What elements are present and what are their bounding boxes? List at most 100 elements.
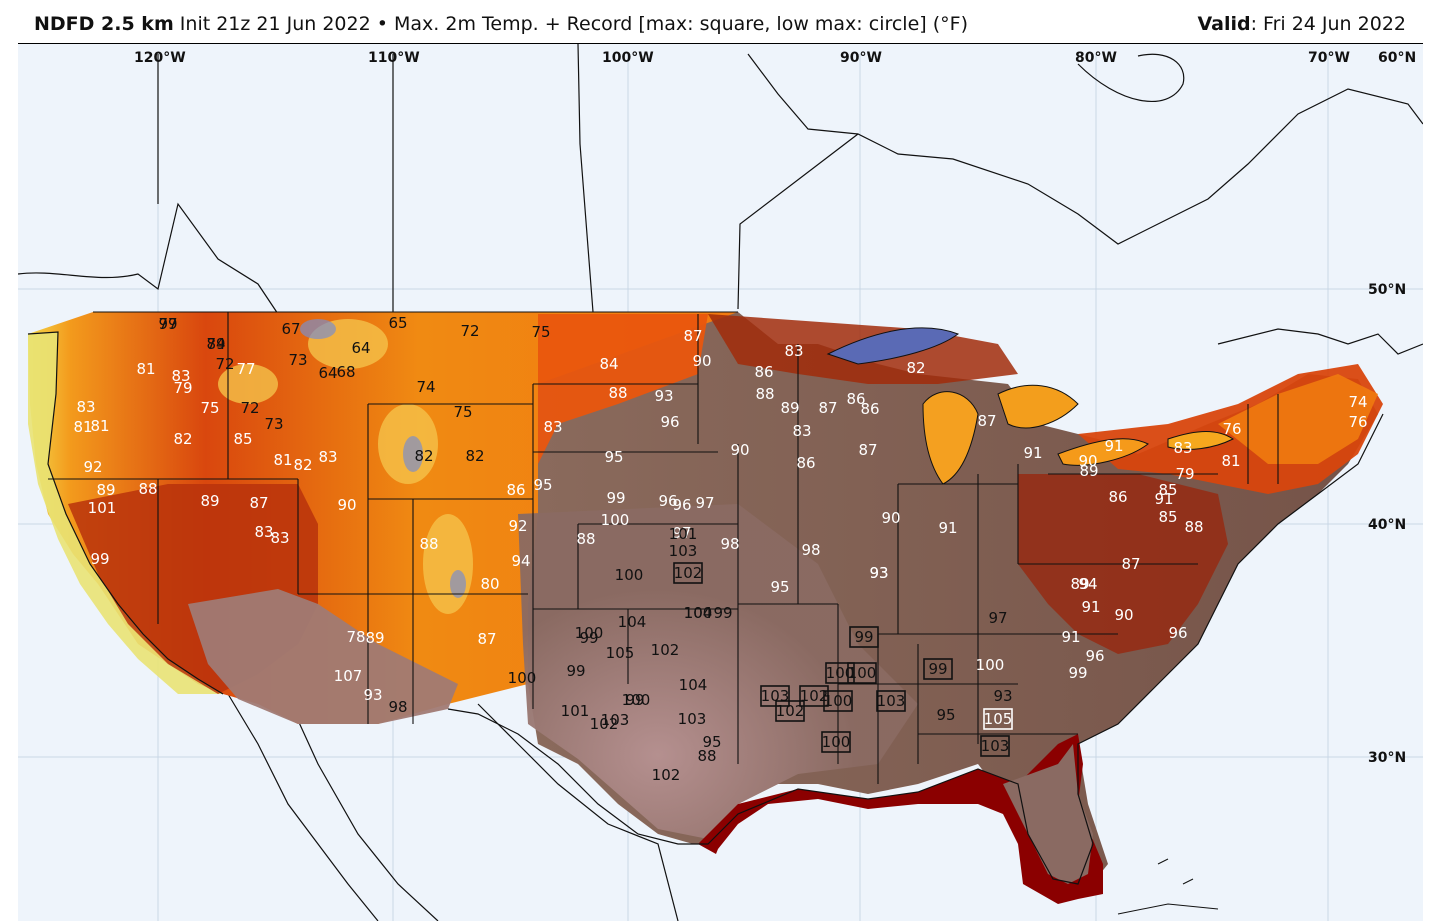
- temperature-value-label: 103: [601, 711, 630, 729]
- temperature-value-label: 83: [76, 398, 95, 416]
- temperature-value-label: 89: [365, 629, 384, 647]
- temperature-value-label: 88: [419, 535, 438, 553]
- record-high-square: 102: [673, 562, 703, 584]
- temperature-value-label: 79: [173, 379, 192, 397]
- temperature-value-label: 91: [1104, 437, 1123, 455]
- temperature-value-label: 100: [575, 624, 604, 642]
- temperature-value-label: 83: [318, 448, 337, 466]
- temperature-value-label: 87: [858, 441, 877, 459]
- temperature-value-label: 83: [171, 367, 190, 385]
- record-box: [823, 690, 853, 712]
- temperature-value-label: 100: [976, 656, 1005, 674]
- record-box: [799, 685, 829, 707]
- temperature-value-label: 91: [1061, 628, 1080, 646]
- temperature-value-label: 89: [200, 492, 219, 510]
- record-value-label: 99: [854, 628, 873, 646]
- lat-50n-label: 50°N: [1368, 282, 1406, 298]
- temperature-value-label: 102: [652, 766, 681, 784]
- record-value-label: 103: [981, 737, 1010, 755]
- record-box: [825, 662, 855, 684]
- temperature-value-label: 98: [801, 541, 820, 559]
- temperature-value-label: 100: [622, 691, 651, 709]
- temperature-value-label: 86: [754, 363, 773, 381]
- temperature-value-label: 87: [683, 327, 702, 345]
- northern-plains-warm: [538, 314, 708, 464]
- temperature-value-label: 75: [453, 403, 472, 421]
- temperature-value-label: 86: [1108, 488, 1127, 506]
- lon-100w-label: 100°W: [602, 50, 654, 66]
- temperature-value-label: 87: [1121, 555, 1140, 573]
- lat-40n-label: 40°N: [1368, 517, 1406, 533]
- record-value-label: 100: [824, 692, 853, 710]
- valid-date: : Fri 24 Jun 2022: [1250, 13, 1406, 35]
- temperature-value-label: 95: [702, 733, 721, 751]
- valid-time: Valid: Fri 24 Jun 2022: [1197, 13, 1406, 35]
- lat-30n-label: 30°N: [1368, 750, 1406, 766]
- temperature-value-label: 82: [465, 447, 484, 465]
- temperature-value-label: 96: [1168, 624, 1187, 642]
- temperature-value-label: 90: [730, 441, 749, 459]
- temperature-value-label: 96: [660, 413, 679, 431]
- forecast-map[interactable]: 120°W 110°W 100°W 90°W 80°W 70°W 60°N 50…: [18, 44, 1423, 921]
- temperature-value-label: 101: [561, 702, 590, 720]
- temperature-value-label: 104: [684, 604, 713, 622]
- temperature-value-label: 82: [414, 447, 433, 465]
- temperature-value-label: 87: [818, 399, 837, 417]
- temperature-value-label: 82: [906, 359, 925, 377]
- record-value-label: 105: [984, 710, 1013, 728]
- temperature-value-label: 86: [796, 454, 815, 472]
- temperature-value-label: 75: [531, 323, 550, 341]
- temperature-value-label: 89: [1079, 462, 1098, 480]
- latitude-labels: 60°N 50°N 40°N 30°N: [1368, 50, 1416, 766]
- temperature-value-label: 74: [206, 335, 225, 353]
- temperature-value-label: 79: [158, 315, 177, 333]
- temperature-value-label: 102: [651, 641, 680, 659]
- temperature-value-label: 100: [601, 511, 630, 529]
- record-value-label: 103: [877, 692, 906, 710]
- temperature-value-label: 89: [206, 335, 225, 353]
- record-high-square: 100: [823, 690, 853, 712]
- record-box: [775, 700, 805, 722]
- temperature-value-label: 83: [270, 529, 289, 547]
- map-title: NDFD 2.5 km Init 21z 21 Jun 2022 • Max. …: [34, 13, 968, 35]
- record-value-label: 100: [826, 664, 855, 682]
- temperature-value-label: 83: [1173, 439, 1192, 457]
- temperature-value-label: 100: [615, 566, 644, 584]
- temperature-value-label: 91: [1081, 598, 1100, 616]
- record-high-square: 99: [923, 658, 953, 680]
- temperature-value-label: 78: [346, 628, 365, 646]
- record-high-square: 102: [775, 700, 805, 722]
- temperature-value-label: 94: [511, 552, 530, 570]
- temperature-value-label: 85: [1158, 481, 1177, 499]
- southern-plains-extreme: [518, 504, 918, 839]
- temperature-value-label: 93: [869, 564, 888, 582]
- temperature-value-label: 86: [860, 400, 879, 418]
- temperature-value-label: 72: [215, 355, 234, 373]
- temperature-value-label: 104: [679, 676, 708, 694]
- longitude-labels: 120°W 110°W 100°W 90°W 80°W 70°W: [134, 50, 1350, 66]
- temperature-value-label: 99: [90, 550, 109, 568]
- temperature-value-label: 80: [480, 575, 499, 593]
- temperature-value-label: 85: [1158, 508, 1177, 526]
- great-lakes: [826, 327, 1234, 485]
- temperature-value-label: 86: [506, 481, 525, 499]
- temperature-value-label: 95: [533, 476, 552, 494]
- lon-70w-label: 70°W: [1308, 50, 1350, 66]
- record-box: [849, 626, 879, 648]
- valid-label: Valid: [1197, 13, 1251, 35]
- temperature-value-label: 88: [1184, 518, 1203, 536]
- temperature-value-label: 97: [158, 315, 177, 333]
- temperature-value-label: 67: [281, 320, 300, 338]
- record-box: [980, 735, 1010, 757]
- us-coastline: [27, 331, 1384, 885]
- lon-80w-label: 80°W: [1075, 50, 1117, 66]
- temperature-value-label: 90: [692, 352, 711, 370]
- temperature-value-label: 81: [136, 360, 155, 378]
- temperature-value-label: 93: [993, 687, 1012, 705]
- northeast-orange: [1218, 374, 1378, 464]
- record-box: [673, 562, 703, 584]
- temperature-value-label: 85: [233, 430, 252, 448]
- temperature-value-label: 88: [697, 747, 716, 765]
